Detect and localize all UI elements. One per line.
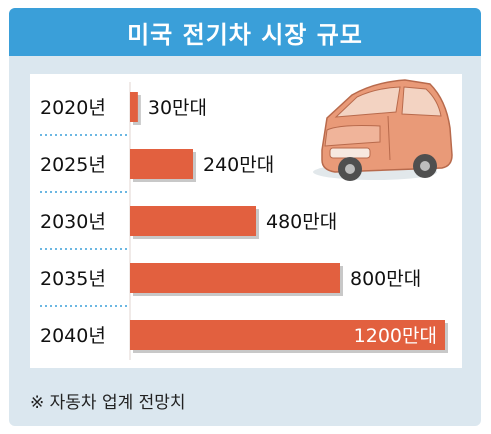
bar — [130, 263, 340, 293]
source-footnote: ※ 자동차 업계 전망치 — [30, 393, 186, 413]
bar — [130, 320, 445, 350]
value-label: 800만대 — [350, 268, 421, 290]
bar — [130, 149, 193, 179]
value-label: 480만대 — [266, 211, 337, 233]
value-label: 30만대 — [148, 97, 207, 119]
category-label: 2030년 — [40, 211, 106, 233]
category-label: 2035년 — [40, 268, 106, 290]
bar — [130, 206, 256, 236]
bar — [130, 92, 138, 122]
category-label: 2025년 — [40, 154, 106, 176]
car-illustration — [313, 79, 453, 181]
category-label: 2040년 — [40, 325, 106, 347]
value-label: 240만대 — [203, 154, 274, 176]
value-label: 1200만대 — [354, 325, 437, 347]
chart-title: 미국 전기차 시장 규모 — [9, 8, 481, 56]
category-label: 2020년 — [40, 97, 106, 119]
